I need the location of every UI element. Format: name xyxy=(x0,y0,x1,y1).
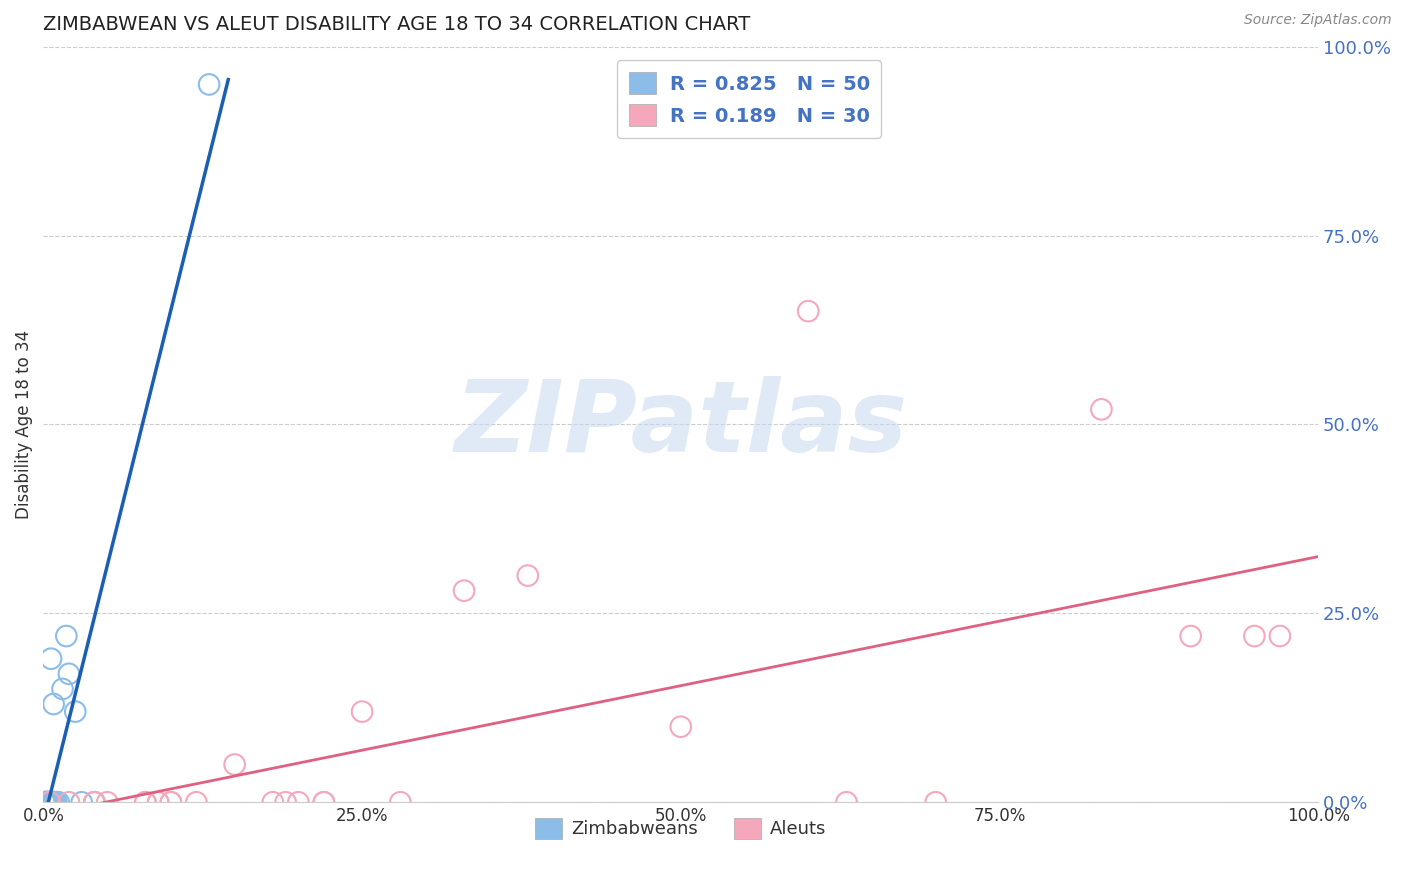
Point xyxy=(134,795,156,809)
Point xyxy=(38,795,60,809)
Point xyxy=(1090,402,1112,417)
Point xyxy=(389,795,412,809)
Text: ZIPatlas: ZIPatlas xyxy=(454,376,907,473)
Point xyxy=(37,795,59,809)
Point xyxy=(134,795,156,809)
Point xyxy=(35,795,58,809)
Point xyxy=(39,795,62,809)
Point xyxy=(42,795,65,809)
Point xyxy=(262,795,284,809)
Point xyxy=(44,795,66,809)
Point xyxy=(41,795,63,809)
Point xyxy=(352,705,374,719)
Point xyxy=(669,720,692,734)
Point xyxy=(34,795,56,809)
Point xyxy=(42,697,65,711)
Point xyxy=(35,795,58,809)
Point xyxy=(160,795,183,809)
Point xyxy=(35,795,58,809)
Point xyxy=(41,795,63,809)
Point xyxy=(34,795,56,809)
Point xyxy=(35,795,58,809)
Point xyxy=(287,795,309,809)
Point xyxy=(198,78,221,92)
Point xyxy=(516,568,538,582)
Point xyxy=(835,795,858,809)
Point xyxy=(34,795,56,809)
Point xyxy=(96,795,118,809)
Point xyxy=(65,705,87,719)
Point xyxy=(37,795,59,809)
Point xyxy=(70,795,93,809)
Point xyxy=(45,795,67,809)
Point xyxy=(38,795,60,809)
Point xyxy=(146,795,169,809)
Point xyxy=(39,795,62,809)
Point xyxy=(44,795,66,809)
Y-axis label: Disability Age 18 to 34: Disability Age 18 to 34 xyxy=(15,330,32,519)
Point xyxy=(274,795,297,809)
Point xyxy=(35,795,58,809)
Point xyxy=(39,651,62,665)
Point xyxy=(51,681,73,696)
Point xyxy=(37,795,59,809)
Point xyxy=(83,795,105,809)
Point xyxy=(312,795,335,809)
Point xyxy=(42,795,65,809)
Text: ZIMBABWEAN VS ALEUT DISABILITY AGE 18 TO 34 CORRELATION CHART: ZIMBABWEAN VS ALEUT DISABILITY AGE 18 TO… xyxy=(44,15,751,34)
Point xyxy=(38,795,60,809)
Point xyxy=(38,795,60,809)
Point xyxy=(38,795,60,809)
Point xyxy=(48,795,70,809)
Point xyxy=(146,795,169,809)
Point xyxy=(925,795,948,809)
Point xyxy=(34,795,56,809)
Point xyxy=(58,795,80,809)
Point xyxy=(312,795,335,809)
Point xyxy=(797,304,820,318)
Point xyxy=(39,795,62,809)
Point xyxy=(37,795,59,809)
Point xyxy=(224,757,246,772)
Point xyxy=(38,795,60,809)
Text: Source: ZipAtlas.com: Source: ZipAtlas.com xyxy=(1244,13,1392,28)
Point xyxy=(35,795,58,809)
Point xyxy=(1268,629,1291,643)
Point xyxy=(83,795,105,809)
Point xyxy=(186,795,208,809)
Point xyxy=(34,795,56,809)
Point xyxy=(1243,629,1265,643)
Legend: Zimbabweans, Aleuts: Zimbabweans, Aleuts xyxy=(527,811,834,847)
Point xyxy=(38,795,60,809)
Point xyxy=(160,795,183,809)
Point xyxy=(37,795,59,809)
Point xyxy=(1180,629,1202,643)
Point xyxy=(55,629,77,643)
Point xyxy=(45,795,67,809)
Point xyxy=(38,795,60,809)
Point xyxy=(38,795,60,809)
Point xyxy=(34,795,56,809)
Point xyxy=(453,583,475,598)
Point xyxy=(38,795,60,809)
Point xyxy=(58,666,80,681)
Point xyxy=(83,795,105,809)
Point xyxy=(38,795,60,809)
Point xyxy=(41,795,63,809)
Point xyxy=(37,795,59,809)
